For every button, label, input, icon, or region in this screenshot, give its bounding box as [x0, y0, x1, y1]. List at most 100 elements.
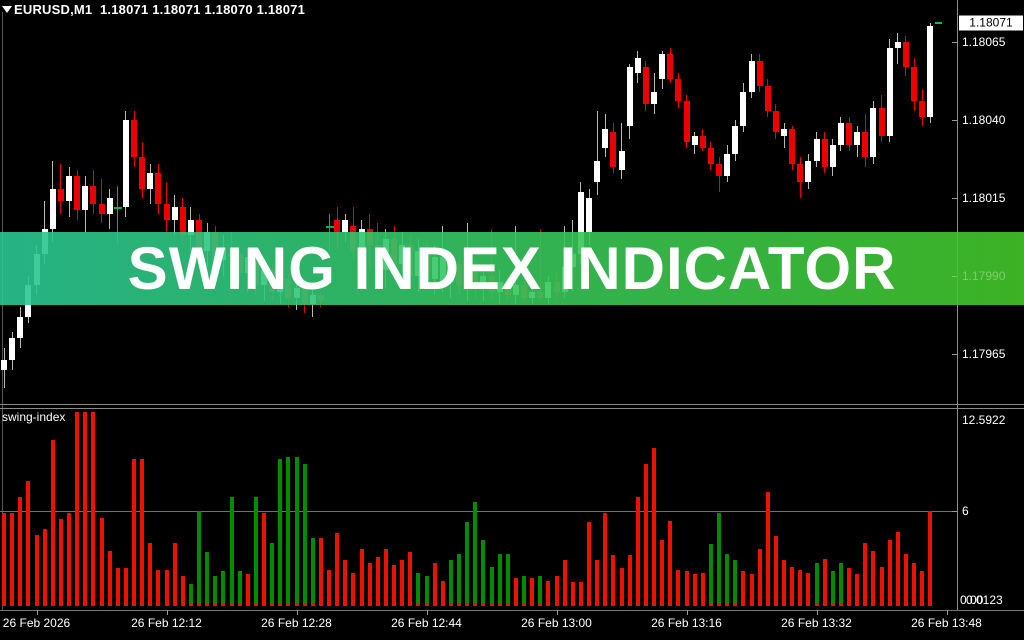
- price-axis[interactable]: [957, 0, 958, 610]
- candle-body: [106, 198, 113, 214]
- histogram-bar: [627, 555, 632, 606]
- histogram-bar: [245, 574, 250, 606]
- time-axis-label: 26 Feb 13:48: [911, 616, 982, 630]
- time-axis-label: 26 Feb 12:44: [391, 616, 462, 630]
- price-tick: [952, 198, 957, 199]
- histogram-bar: [83, 411, 88, 606]
- candle-body: [651, 91, 657, 105]
- histogram-bar-stub: [416, 603, 421, 606]
- histogram-bar: [237, 571, 242, 606]
- panel-separator-bottom[interactable]: [0, 408, 1024, 409]
- candle-body: [594, 160, 601, 183]
- histogram-bar: [700, 572, 705, 606]
- candle-body: [147, 173, 154, 189]
- indicator-mid-tick: [952, 511, 957, 512]
- indicator-max-label: 12.5922: [962, 413, 1006, 427]
- candle-body: [66, 176, 72, 202]
- candle-body: [691, 135, 698, 145]
- histogram-bar-stub: [725, 603, 730, 606]
- histogram-bar: [188, 583, 193, 606]
- histogram-bar-stub: [197, 603, 201, 606]
- histogram-bar-stub: [497, 603, 502, 606]
- histogram-bar: [351, 572, 356, 606]
- histogram-bar-stub: [733, 603, 738, 606]
- histogram-bar-stub: [270, 603, 275, 606]
- candle-body: [919, 101, 926, 117]
- histogram-bar: [424, 575, 429, 606]
- histogram-bar: [400, 560, 405, 606]
- histogram-bar: [278, 459, 283, 606]
- histogram-bar: [757, 549, 762, 606]
- symbol-name: EURUSD,M1: [14, 2, 93, 17]
- candle-body: [756, 60, 763, 86]
- histogram-bar-stub: [237, 603, 242, 606]
- time-axis-label: 26 Feb 2026: [2, 616, 71, 630]
- panel-separator-top[interactable]: [0, 404, 1024, 405]
- histogram-bar: [871, 550, 876, 606]
- histogram-bar: [67, 512, 71, 606]
- candle-body: [131, 120, 137, 158]
- title-banner: SWING INDEX INDICATOR 1.17990: [0, 232, 1024, 305]
- histogram-bar: [611, 555, 616, 606]
- candle-body: [49, 188, 56, 230]
- histogram-bar: [538, 575, 543, 606]
- histogram-bar: [595, 560, 600, 606]
- histogram-bar: [343, 560, 348, 606]
- banner-title: SWING INDEX INDICATOR: [127, 235, 897, 302]
- histogram-bar-stub: [481, 603, 486, 606]
- histogram-bar-stub: [538, 603, 543, 606]
- histogram-bar: [115, 568, 120, 606]
- histogram-bar: [725, 553, 730, 606]
- histogram-bar: [148, 542, 153, 606]
- histogram-bar: [855, 574, 860, 606]
- histogram-bar: [205, 552, 210, 606]
- indicator-min-label: 0.0123: [966, 593, 1003, 607]
- candle-body: [854, 132, 861, 145]
- histogram-bar: [197, 511, 201, 606]
- candle-body: [57, 188, 64, 202]
- price-axis-label: 1.18015: [962, 191, 1006, 205]
- hidden-price-label: 1.17990: [962, 269, 1006, 283]
- candle-body: [139, 157, 146, 189]
- histogram-bar: [457, 553, 461, 606]
- histogram-bar: [392, 564, 396, 606]
- time-axis[interactable]: [0, 610, 1024, 611]
- histogram-bar: [660, 539, 665, 606]
- histogram-bar: [806, 572, 811, 606]
- histogram-bar-stub: [213, 603, 218, 606]
- indicator-axis[interactable]: [957, 409, 958, 610]
- candle-body: [878, 107, 885, 136]
- candle-body: [748, 60, 755, 92]
- candle-body: [179, 207, 186, 236]
- candle-body: [577, 191, 584, 255]
- histogram-bar: [156, 569, 161, 606]
- time-tick: [946, 610, 948, 615]
- time-axis-label: 26 Feb 12:12: [131, 616, 202, 630]
- candle-body: [90, 185, 97, 205]
- histogram-bar: [692, 574, 697, 606]
- histogram-bar: [26, 481, 31, 606]
- time-tick: [36, 610, 38, 615]
- candle-body: [886, 48, 893, 136]
- time-tick: [296, 610, 298, 615]
- histogram-bar: [903, 553, 908, 606]
- histogram-bar: [270, 542, 275, 606]
- histogram-bar: [570, 582, 575, 606]
- histogram-bar-stub: [457, 603, 461, 606]
- symbol-dropdown-arrow-icon[interactable]: [2, 6, 12, 13]
- histogram-bar: [773, 536, 778, 606]
- histogram-bar: [50, 440, 55, 606]
- histogram-bar: [221, 571, 226, 606]
- histogram-bar-stub: [717, 603, 721, 606]
- histogram-bar-stub: [489, 603, 494, 606]
- candle-body: [155, 173, 162, 205]
- candle-body: [683, 101, 690, 142]
- time-axis-label: 26 Feb 13:16: [651, 616, 722, 630]
- chart-left-border: [2, 12, 3, 610]
- candle-wick: [101, 179, 102, 223]
- histogram-bar: [928, 511, 933, 606]
- histogram-bar-stub: [221, 603, 226, 606]
- histogram-bar: [42, 528, 47, 606]
- histogram-bar-stub: [310, 603, 315, 606]
